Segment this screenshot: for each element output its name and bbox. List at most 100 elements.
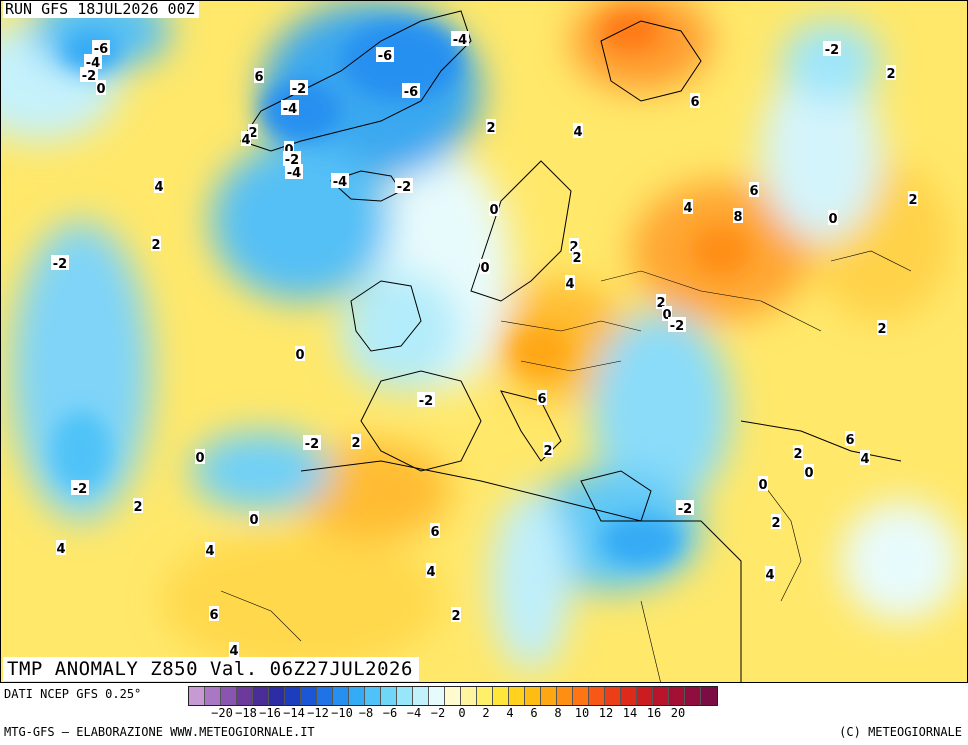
- isoline-label: 2: [793, 447, 802, 462]
- isoline-label: 2: [908, 193, 917, 208]
- isoline-label: 4: [860, 452, 869, 467]
- isoline-label-bg: [376, 47, 394, 62]
- anomaly-map: -6 -4 -2 0 6 -2 -4 2 4 0 -2 -4 -6 -4 -6 -4 -2 2 4 6 -2 2 4 2 -2 0…: [0, 0, 968, 683]
- isoline-label: 2: [486, 121, 495, 136]
- isoline-label-bg: [877, 320, 887, 335]
- isoline-label: -2: [53, 257, 67, 272]
- isoline-label-bg: [426, 563, 436, 578]
- borders: [220, 250, 912, 682]
- colorbar-swatch: [557, 687, 573, 705]
- isoline-label-bg: [489, 201, 499, 216]
- colorbar-swatch: [269, 687, 285, 705]
- isoline-label-bg: [886, 65, 896, 80]
- colorbar-tick-label: −2: [430, 706, 446, 720]
- isoline-label-bg: [248, 124, 258, 139]
- isoline-label: -2: [82, 69, 96, 84]
- colorbar-tick-label: −10: [331, 706, 353, 720]
- isoline-label: 0: [295, 348, 304, 363]
- colorbar-swatch: [413, 687, 429, 705]
- isoline-label: 6: [254, 70, 263, 85]
- coast-anatolia: [740, 420, 902, 462]
- isoline-label: 6: [690, 95, 699, 110]
- isoline-label: 2: [656, 296, 665, 311]
- isoline-label-bg: [254, 68, 264, 83]
- coast-scandinavia: [470, 160, 572, 302]
- isoline-label-bg: [331, 173, 349, 188]
- colorbar-swatch: [253, 687, 269, 705]
- isoline-label: 2: [886, 67, 895, 82]
- isoline-label-bg: [295, 346, 305, 361]
- colorbar-swatch: [461, 687, 477, 705]
- map-title: TMP ANOMALY Z850 Val. 06Z27JUL2026: [3, 657, 419, 681]
- isoline-label-bg: [662, 306, 672, 321]
- isoline-label-bg: [80, 67, 98, 82]
- isoline-label: 0: [758, 478, 767, 493]
- isoline-label: 4: [573, 125, 582, 140]
- isoline-label-bg: [749, 182, 759, 197]
- isoline-label-bg: [229, 642, 239, 657]
- isoline-label: -6: [378, 49, 392, 64]
- colorbar-swatch: [509, 687, 525, 705]
- isoline-label: 2: [572, 251, 581, 266]
- isoline-label-bg: [284, 141, 294, 156]
- isoline-label-bg: [676, 500, 694, 515]
- colorbar-tick-label: 6: [530, 706, 538, 720]
- isoline-label: 6: [845, 433, 854, 448]
- isoline-label-bg: [823, 41, 841, 56]
- colorbar-ticks: −20 −18 −16 −14 −12 −10 −8 −6 −4 −2 0 2 4 6 8 10 12 14 16 2…: [188, 706, 968, 722]
- data-source-label: DATI NCEP GFS 0.25°: [4, 687, 142, 701]
- colorbar-tick-label: 4: [506, 706, 514, 720]
- isoline-label-bg: [96, 80, 106, 95]
- colorbar-swatch: [397, 687, 413, 705]
- isoline-label: 0: [284, 143, 293, 158]
- isoline-label: 4: [241, 133, 250, 148]
- isoline-label: 2: [351, 436, 360, 451]
- colorbar-swatch: [637, 687, 653, 705]
- isoline-label-bg: [195, 449, 205, 464]
- isoline-label-bg: [281, 100, 299, 115]
- colorbar-swatch: [525, 687, 541, 705]
- isoline-label-bg: [151, 236, 161, 251]
- isoline-label-bg: [290, 80, 308, 95]
- isoline-label: 4: [565, 277, 574, 292]
- isoline-label-bg: [845, 431, 855, 446]
- isoline-label-bg: [154, 178, 164, 193]
- colorbar-tick-label: −6: [382, 706, 398, 720]
- colorbar-swatch: [493, 687, 509, 705]
- colorbar-swatch: [301, 687, 317, 705]
- isoline-label-bg: [351, 434, 361, 449]
- isoline-label: -4: [283, 102, 297, 117]
- colorbar-swatch: [189, 687, 205, 705]
- colorbar-swatch: [621, 687, 637, 705]
- isoline-label-bg: [908, 191, 918, 206]
- isoline-label-bg: [565, 275, 575, 290]
- coast-north-africa: [300, 460, 742, 682]
- isoline-label: -2: [397, 180, 411, 195]
- colorbar-swatch: [605, 687, 621, 705]
- isoline-label: 2: [451, 609, 460, 624]
- colorbar-tick-label: 8: [554, 706, 562, 720]
- isoline-label: 4: [205, 544, 214, 559]
- anomaly-cores: [51, 11, 751, 566]
- isoline-label-bg: [451, 31, 469, 46]
- colorbar-tick-label: −20: [211, 706, 233, 720]
- coast-britain: [350, 280, 422, 352]
- isoline-label-bg: [303, 435, 321, 450]
- isoline-label: 2: [569, 240, 578, 255]
- isoline-label: 2: [771, 516, 780, 531]
- colorbar-swatch: [365, 687, 381, 705]
- colorbar-tick-label: −14: [283, 706, 305, 720]
- colorbar-swatch: [205, 687, 221, 705]
- isoline-label-bg: [758, 476, 768, 491]
- isoline-label-bg: [804, 464, 814, 479]
- isoline-label: -2: [292, 82, 306, 97]
- colorbar-tick-label: 14: [622, 706, 638, 720]
- isoline-label: -2: [305, 437, 319, 452]
- colorbar-tick-label: −4: [406, 706, 422, 720]
- isoline-label: -2: [825, 43, 839, 58]
- isoline-label: 6: [430, 525, 439, 540]
- colorbar: [188, 686, 718, 706]
- isoline-label-bg: [733, 208, 743, 223]
